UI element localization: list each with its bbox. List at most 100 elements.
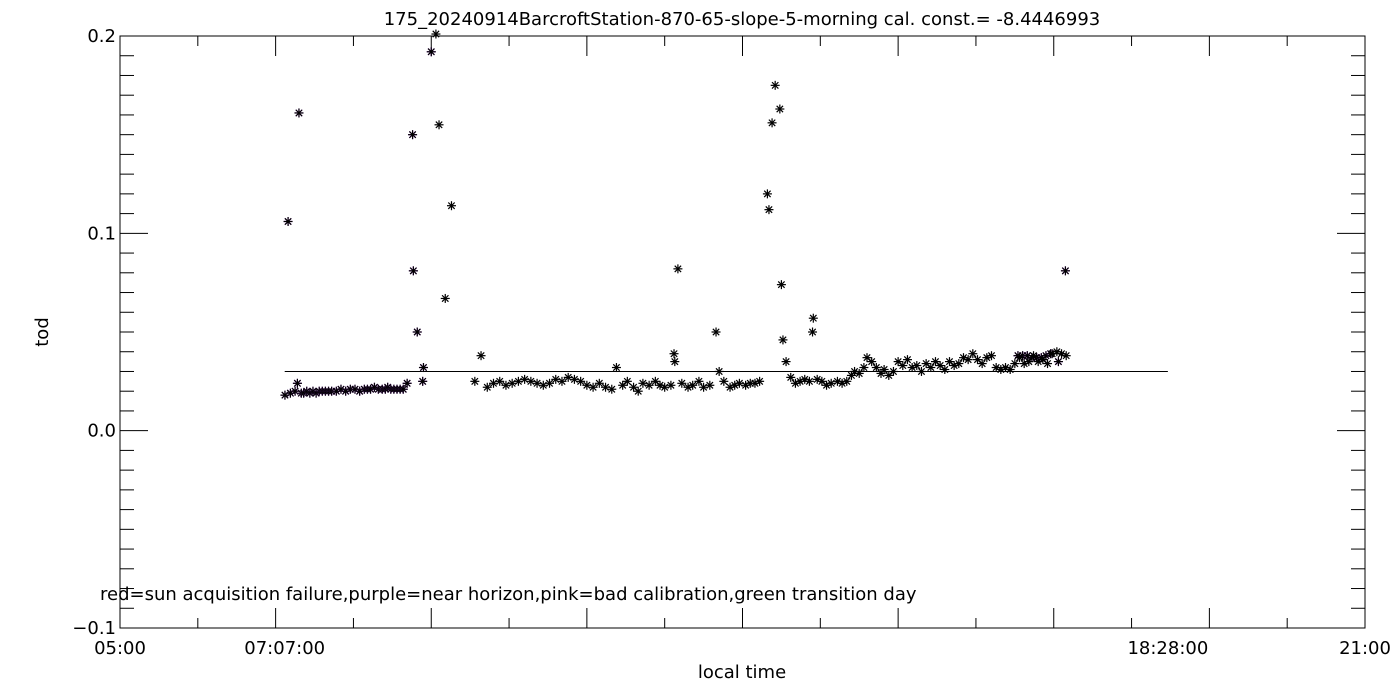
marker-stroke: [712, 328, 720, 336]
x-tick-label: 21:00: [1339, 638, 1391, 659]
data-point: [808, 327, 818, 337]
marker-stroke: [533, 379, 541, 387]
marker-stroke: [973, 356, 982, 364]
data-point: [551, 374, 561, 384]
data-point-overlay: [412, 327, 422, 337]
marker-stroke: [860, 363, 868, 372]
marker-stroke: [850, 367, 859, 376]
data-point: [1061, 351, 1071, 361]
marker-stroke: [295, 109, 303, 117]
data-point: [968, 349, 978, 359]
marker-stroke: [432, 30, 440, 38]
marker-stroke: [427, 48, 435, 56]
marker-stroke: [735, 379, 744, 387]
marker-stroke: [671, 357, 679, 366]
data-point: [755, 376, 765, 386]
data-point: [633, 386, 643, 396]
marker-stroke: [969, 350, 977, 358]
marker-stroke: [782, 357, 790, 366]
data-point: [576, 376, 586, 386]
axis-ticks: [119, 35, 1366, 629]
marker-stroke: [855, 369, 863, 378]
data-point: [482, 382, 492, 392]
data-point: [778, 335, 788, 345]
marker-stroke: [964, 356, 972, 364]
marker-stroke: [936, 361, 944, 370]
data-point: [786, 372, 796, 382]
x-tick-label: 18:28:00: [1127, 638, 1208, 659]
marker-stroke: [880, 365, 888, 374]
marker-stroke: [987, 352, 996, 360]
marker-stroke: [903, 356, 912, 364]
marker-stroke: [1061, 267, 1070, 275]
marker-stroke: [595, 379, 603, 387]
data-point: [563, 372, 573, 382]
data-point: [719, 376, 729, 386]
data-point: [446, 201, 456, 211]
marker-stroke: [629, 383, 638, 391]
marker-stroke: [471, 377, 479, 385]
marker-stroke: [765, 206, 773, 214]
data-point: [826, 378, 836, 388]
marker-stroke: [623, 377, 631, 385]
marker-stroke: [413, 328, 421, 336]
marker-stroke: [1057, 350, 1066, 358]
data-point: [862, 353, 872, 363]
marker-stroke: [805, 377, 814, 385]
marker-stroke: [1062, 352, 1070, 360]
data-point: [954, 359, 964, 369]
data-point: [440, 293, 450, 303]
data-point-overlay: [398, 384, 408, 394]
marker-stroke: [293, 379, 302, 387]
data-point: [714, 366, 724, 376]
marker-stroke: [715, 367, 723, 376]
marker-stroke: [408, 131, 417, 139]
data-point: [916, 366, 926, 376]
data-point: [1043, 359, 1053, 369]
marker-stroke: [695, 377, 703, 385]
data-point-overlay: [1053, 357, 1063, 367]
data-point-overlay: [294, 108, 304, 118]
marker-stroke: [899, 361, 907, 370]
marker-stroke: [496, 377, 504, 385]
data-point: [762, 189, 772, 199]
marker-stroke: [337, 385, 345, 393]
data-point: [569, 374, 579, 384]
data-point: [987, 351, 996, 361]
marker-stroke: [435, 121, 443, 129]
marker-stroke: [409, 267, 417, 275]
marker-stroke: [720, 377, 728, 385]
data-point: [767, 118, 777, 128]
marker-stroke: [768, 119, 776, 127]
data-point: [734, 378, 744, 388]
data-point: [1033, 357, 1043, 367]
data-point: [622, 376, 632, 386]
marker-stroke: [558, 377, 566, 385]
marker-stroke: [441, 294, 449, 303]
data-point: [677, 378, 687, 388]
marker-stroke: [917, 367, 926, 376]
data-point: [629, 382, 639, 392]
data-point: [660, 382, 670, 392]
data-point: [808, 313, 818, 323]
marker-stroke: [483, 383, 491, 391]
marker-stroke: [583, 381, 591, 389]
data-point: [594, 378, 604, 388]
marker-stroke: [674, 265, 682, 273]
data-point: [902, 355, 912, 365]
marker-stroke: [612, 363, 621, 372]
marker-stroke: [399, 385, 407, 393]
data-point: [1005, 364, 1015, 374]
marker-stroke: [1043, 359, 1052, 368]
data-point: [859, 363, 869, 373]
data-point: [926, 363, 936, 373]
marker-stroke: [370, 383, 379, 391]
data-point: [1015, 353, 1025, 363]
data-point: [431, 29, 441, 39]
marker-stroke: [1023, 352, 1031, 360]
data-point-overlay: [402, 378, 412, 388]
data-point: [879, 364, 889, 374]
marker-stroke: [978, 359, 986, 368]
plot-frame: [119, 35, 1366, 629]
